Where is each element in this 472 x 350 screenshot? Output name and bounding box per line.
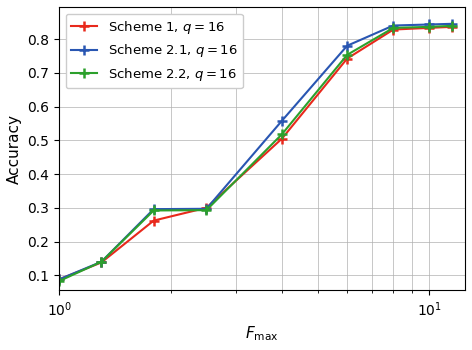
Scheme 1, $q = 16$ <box>426 26 432 30</box>
Scheme 2.1, $q = 16$ <box>279 119 285 123</box>
Scheme 2.1, $q = 16$ <box>426 22 432 27</box>
Scheme 1, $q = 16$ <box>390 27 396 32</box>
Scheme 2.2, $q = 16$ <box>203 208 209 212</box>
Line: Scheme 2.1, $q = 16$: Scheme 2.1, $q = 16$ <box>54 19 456 284</box>
Scheme 1, $q = 16$ <box>99 260 104 265</box>
Scheme 2.2, $q = 16$ <box>426 25 432 29</box>
Scheme 2.2, $q = 16$ <box>56 279 62 283</box>
Scheme 2.2, $q = 16$ <box>151 208 157 212</box>
Scheme 2.1, $q = 16$ <box>56 277 62 281</box>
X-axis label: $F_{\mathrm{max}}$: $F_{\mathrm{max}}$ <box>245 324 279 343</box>
Scheme 2.1, $q = 16$ <box>203 207 209 211</box>
Scheme 1, $q = 16$ <box>56 277 62 281</box>
Scheme 2.1, $q = 16$ <box>449 22 455 26</box>
Scheme 1, $q = 16$ <box>344 56 350 61</box>
Scheme 1, $q = 16$ <box>203 206 209 210</box>
Scheme 2.2, $q = 16$ <box>344 53 350 57</box>
Scheme 1, $q = 16$ <box>279 136 285 141</box>
Scheme 2.1, $q = 16$ <box>390 23 396 28</box>
Scheme 1, $q = 16$ <box>449 25 455 29</box>
Legend: Scheme 1, $q = 16$, Scheme 2.1, $q = 16$, Scheme 2.2, $q = 16$: Scheme 1, $q = 16$, Scheme 2.1, $q = 16$… <box>66 14 243 88</box>
Scheme 2.1, $q = 16$ <box>151 207 157 211</box>
Scheme 2.2, $q = 16$ <box>99 260 104 264</box>
Scheme 2.2, $q = 16$ <box>390 26 396 30</box>
Scheme 1, $q = 16$ <box>151 218 157 223</box>
Line: Scheme 2.2, $q = 16$: Scheme 2.2, $q = 16$ <box>54 21 456 286</box>
Line: Scheme 1, $q = 16$: Scheme 1, $q = 16$ <box>54 22 456 284</box>
Scheme 2.1, $q = 16$ <box>344 44 350 48</box>
Y-axis label: Accuracy: Accuracy <box>7 114 22 184</box>
Scheme 2.2, $q = 16$ <box>279 132 285 136</box>
Scheme 2.2, $q = 16$ <box>449 24 455 28</box>
Scheme 2.1, $q = 16$ <box>99 260 104 264</box>
